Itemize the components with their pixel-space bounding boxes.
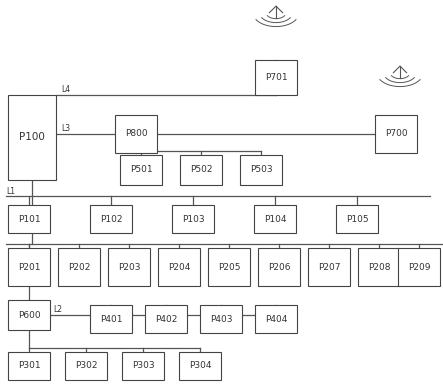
Bar — [172, 205, 214, 233]
Bar — [200, 305, 242, 333]
Bar — [8, 95, 56, 180]
Text: P105: P105 — [346, 215, 368, 224]
Text: P208: P208 — [368, 262, 390, 271]
Text: P304: P304 — [189, 362, 211, 371]
Text: P502: P502 — [190, 165, 212, 174]
Text: L2: L2 — [53, 305, 62, 314]
Text: P102: P102 — [100, 215, 122, 224]
Text: P205: P205 — [218, 262, 240, 271]
Text: P404: P404 — [265, 314, 287, 323]
Text: P401: P401 — [100, 314, 122, 323]
Text: P403: P403 — [210, 314, 232, 323]
Bar — [336, 205, 378, 233]
Bar — [208, 248, 250, 286]
Bar — [255, 305, 297, 333]
Text: P503: P503 — [250, 165, 272, 174]
Text: P701: P701 — [264, 73, 288, 82]
Bar — [65, 352, 107, 380]
Bar — [58, 248, 100, 286]
Text: P100: P100 — [19, 133, 45, 142]
Text: P301: P301 — [18, 362, 40, 371]
Bar — [122, 352, 164, 380]
Text: P800: P800 — [124, 129, 148, 138]
Text: P402: P402 — [155, 314, 177, 323]
Bar — [145, 305, 187, 333]
Text: P600: P600 — [18, 310, 40, 319]
Text: P206: P206 — [268, 262, 290, 271]
Bar — [120, 155, 162, 185]
Bar — [115, 115, 157, 153]
Text: P202: P202 — [68, 262, 90, 271]
Bar — [398, 248, 440, 286]
Bar — [179, 352, 221, 380]
Bar — [8, 248, 50, 286]
Bar — [90, 305, 132, 333]
Text: P302: P302 — [75, 362, 97, 371]
Bar — [158, 248, 200, 286]
Text: P201: P201 — [18, 262, 40, 271]
Bar — [240, 155, 282, 185]
Text: P303: P303 — [132, 362, 154, 371]
Text: P204: P204 — [168, 262, 190, 271]
Text: P104: P104 — [264, 215, 286, 224]
Bar — [308, 248, 350, 286]
Text: P207: P207 — [318, 262, 340, 271]
Bar — [8, 300, 50, 330]
Text: P103: P103 — [182, 215, 204, 224]
Bar — [255, 60, 297, 95]
Bar — [108, 248, 150, 286]
Bar — [8, 352, 50, 380]
Bar — [90, 205, 132, 233]
Bar — [375, 115, 417, 153]
Bar — [8, 205, 50, 233]
Text: P700: P700 — [385, 129, 407, 138]
Bar — [180, 155, 222, 185]
Text: L3: L3 — [61, 124, 70, 133]
Bar — [258, 248, 300, 286]
Text: P203: P203 — [118, 262, 140, 271]
Text: P101: P101 — [18, 215, 40, 224]
Bar — [254, 205, 296, 233]
Text: P209: P209 — [408, 262, 430, 271]
Text: L4: L4 — [61, 85, 70, 94]
Text: L1: L1 — [6, 187, 15, 196]
Text: P501: P501 — [130, 165, 152, 174]
Bar — [358, 248, 400, 286]
